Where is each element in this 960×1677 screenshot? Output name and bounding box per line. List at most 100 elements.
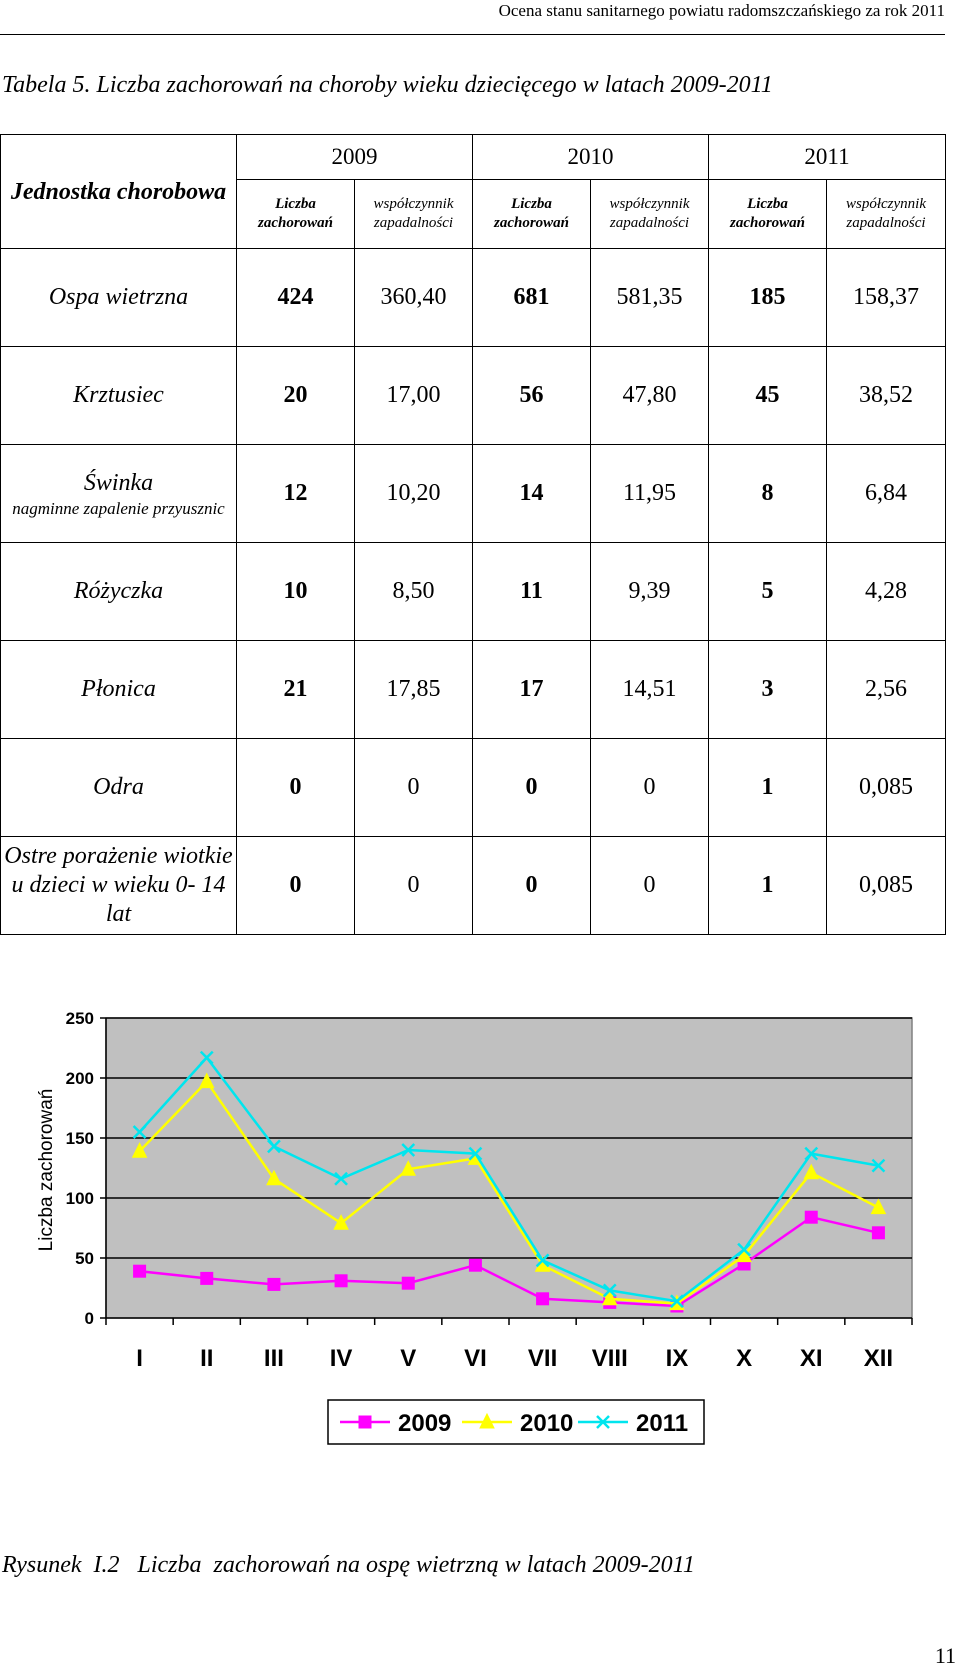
case-count-cell: 0: [472, 738, 591, 837]
count-header: Liczba zachorowań: [236, 179, 355, 249]
case-count-cell: 10: [236, 542, 355, 641]
case-count-cell: 21: [236, 640, 355, 739]
disease-name: Różyczka: [0, 542, 237, 641]
data-point-2009: [804, 1210, 818, 1224]
x-tick-label: XI: [800, 1345, 823, 1372]
disease-name-text: Płonica: [81, 676, 156, 702]
case-count-cell: 0: [236, 836, 355, 935]
incidence-rate-cell: 8,50: [354, 542, 473, 641]
incidence-rate-cell: 0,085: [826, 836, 946, 935]
data-point-2011: [535, 1253, 550, 1268]
incidence-rate-cell: 11,95: [590, 444, 709, 543]
x-tick-label: IV: [330, 1345, 353, 1372]
disease-name-text: Ospa wietrzna: [48, 284, 189, 310]
y-tick-label: 250: [66, 1009, 94, 1028]
case-count-cell: 12: [236, 444, 355, 543]
case-count-cell: 424: [236, 248, 355, 347]
x-tick-label: IX: [666, 1345, 689, 1372]
data-point-2009: [871, 1226, 885, 1240]
case-count-cell: 8: [708, 444, 827, 543]
case-count-cell: 45: [708, 346, 827, 445]
incidence-rate-cell: 0: [590, 738, 709, 837]
data-point-2010: [803, 1163, 820, 1180]
data-point-2011: [602, 1283, 617, 1298]
incidence-rate-cell: 0: [354, 836, 473, 935]
case-count-cell: 1: [708, 738, 827, 837]
unit-header: Jednostka chorobowa: [0, 134, 237, 249]
disease-name: Płonica: [0, 640, 237, 739]
incidence-rate-cell: 17,85: [354, 640, 473, 739]
case-count-cell: 17: [472, 640, 591, 739]
x-tick-label: VIII: [592, 1345, 628, 1372]
case-count-cell: 5: [708, 542, 827, 641]
disease-name: Ostre porażenie wiotkie u dzieci w wieku…: [0, 836, 237, 935]
legend-label: 2009: [398, 1410, 451, 1437]
incidence-rate-cell: 17,00: [354, 346, 473, 445]
data-point-2010: [870, 1198, 887, 1215]
case-count-cell: 681: [472, 248, 591, 347]
incidence-rate-cell: 10,20: [354, 444, 473, 543]
data-point-2010: [400, 1160, 417, 1176]
disease-name-text: Różyczka: [73, 578, 164, 604]
legend-label: 2011: [636, 1410, 688, 1437]
disease-name: Ospa wietrzna: [0, 248, 237, 347]
case-count-cell: 1: [708, 836, 827, 935]
year-header-2009: 2009: [236, 134, 473, 180]
incidence-rate-cell: 0: [354, 738, 473, 837]
data-point-2011: [804, 1146, 819, 1161]
year-header-2011: 2011: [708, 134, 946, 180]
case-count-cell: 3: [708, 640, 827, 739]
x-tick-label: X: [736, 1345, 752, 1372]
incidence-rate-cell: 38,52: [826, 346, 946, 445]
x-tick-label: III: [264, 1345, 284, 1372]
x-tick-label: VII: [528, 1345, 557, 1372]
case-count-cell: 56: [472, 346, 591, 445]
plot-area: [105, 1017, 913, 1319]
incidence-rate-cell: 47,80: [590, 346, 709, 445]
figure-caption: Rysunek I.2 Liczba zachorowań na ospę wi…: [2, 1552, 695, 1578]
y-tick-label: 0: [85, 1309, 94, 1328]
case-count-cell: 14: [472, 444, 591, 543]
incidence-rate-cell: 9,39: [590, 542, 709, 641]
legend-marker-2011: [596, 1415, 610, 1429]
x-tick-label: I: [136, 1345, 143, 1372]
incidence-rate-cell: 6,84: [826, 444, 946, 543]
incidence-rate-cell: 14,51: [590, 640, 709, 739]
y-tick-label: 200: [66, 1069, 94, 1088]
data-point-2009: [133, 1264, 147, 1278]
rate-header: współczynnik zapadalności: [354, 179, 473, 249]
data-point-2009: [468, 1258, 482, 1272]
legend-label: 2010: [520, 1410, 573, 1437]
disease-name-text: Odra: [93, 774, 144, 800]
data-point-2011: [468, 1146, 483, 1161]
disease-subname: nagminne zapalenie przyusznic: [12, 498, 225, 518]
data-point-2009: [536, 1292, 550, 1306]
data-point-2011: [401, 1143, 416, 1157]
data-point-2011: [871, 1158, 886, 1173]
data-point-2009: [200, 1271, 214, 1285]
data-point-2009: [267, 1277, 281, 1291]
incidence-rate-cell: 158,37: [826, 248, 946, 347]
data-point-2011: [670, 1294, 684, 1309]
x-tick-label: XII: [864, 1345, 893, 1372]
data-point-2010: [266, 1169, 282, 1186]
data-point-2009: [401, 1276, 415, 1290]
y-tick-label: 50: [75, 1249, 94, 1268]
incidence-rate-cell: 4,28: [826, 542, 946, 641]
series-line-2011: [138, 1055, 879, 1303]
table-row: Płonica 21 17,85 17 14,51 3 2,56: [0, 640, 946, 739]
running-title: Ocena stanu sanitarnego powiatu radomszc…: [498, 1, 945, 20]
disease-name-text: Krztusiec: [73, 382, 164, 408]
case-count-cell: 20: [236, 346, 355, 445]
disease-name: Krztusiec: [0, 346, 237, 445]
incidence-rate-cell: 2,56: [826, 640, 946, 739]
data-point-2011: [737, 1242, 751, 1257]
y-tick-label: 150: [66, 1129, 94, 1148]
x-tick-label: II: [200, 1345, 213, 1372]
x-tick-label: V: [400, 1345, 416, 1372]
count-header: Liczba zachorowań: [708, 179, 827, 249]
legend-marker-2009: [358, 1415, 372, 1429]
rate-header: współczynnik zapadalności: [590, 179, 709, 249]
data-point-2011: [199, 1050, 214, 1065]
